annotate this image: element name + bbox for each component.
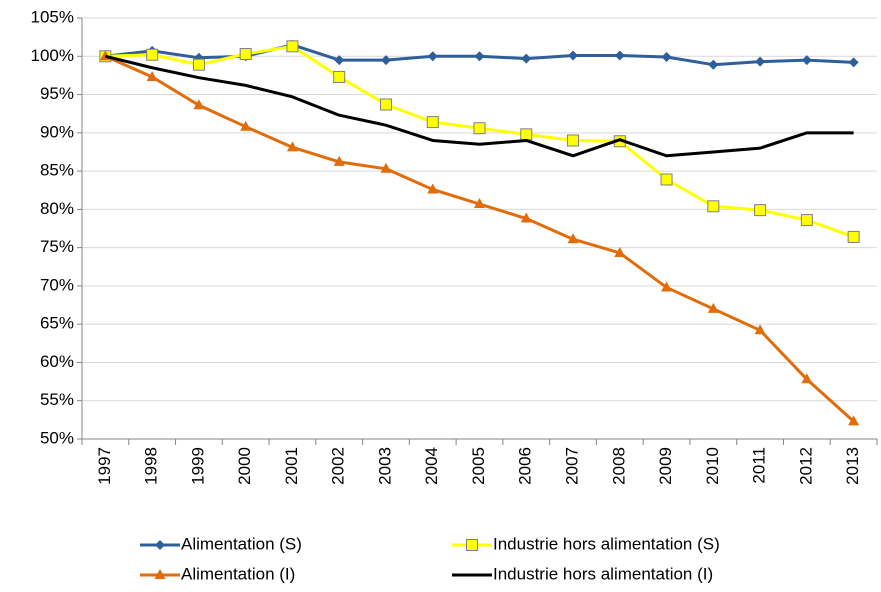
legend-item: Alimentation (S) [140, 534, 302, 553]
y-tick-label: 80% [40, 199, 74, 218]
marker [474, 51, 485, 62]
marker [333, 70, 346, 83]
legend-label: Industrie hors alimentation (S) [493, 534, 720, 553]
marker [379, 98, 392, 111]
marker [473, 122, 486, 135]
x-tick-label: 2011 [750, 447, 769, 484]
marker [847, 230, 860, 243]
marker [239, 47, 252, 60]
y-tick-label: 95% [40, 84, 74, 103]
x-tick-label: 2008 [609, 447, 628, 485]
marker [474, 198, 485, 209]
legend-item: Industrie hors alimentation (I) [452, 564, 713, 583]
marker [614, 50, 625, 61]
y-tick-label: 90% [40, 122, 74, 141]
marker [661, 281, 673, 292]
marker [192, 58, 205, 71]
legend-item: Industrie hors alimentation (S) [452, 534, 720, 553]
marker [427, 51, 438, 62]
y-tick-label: 60% [40, 352, 74, 371]
marker [240, 120, 252, 131]
marker [426, 116, 439, 129]
x-tick-label: 2013 [843, 447, 862, 485]
marker [333, 155, 345, 166]
marker [380, 55, 391, 66]
marker [568, 50, 579, 61]
marker [567, 233, 579, 244]
x-tick-label: 2004 [422, 447, 441, 485]
marker [708, 59, 719, 70]
x-tick-label: 2007 [563, 447, 582, 485]
marker [193, 99, 205, 110]
y-tick-label: 75% [40, 237, 74, 256]
y-tick-label: 85% [40, 161, 74, 180]
marker [567, 134, 580, 147]
y-tick-label: 105% [31, 7, 74, 26]
legend-item: Alimentation (I) [140, 564, 295, 583]
marker [800, 214, 813, 227]
marker [146, 70, 158, 81]
x-tick-label: 2009 [656, 447, 675, 485]
y-tick-label: 65% [40, 314, 74, 333]
marker [154, 569, 166, 579]
marker [286, 40, 299, 53]
marker [427, 183, 439, 194]
x-tick-label: 2000 [235, 447, 254, 485]
marker [848, 415, 860, 426]
marker [334, 55, 345, 66]
marker [614, 246, 626, 257]
marker [707, 302, 719, 313]
legend-label: Alimentation (S) [181, 534, 302, 553]
marker [754, 204, 767, 217]
marker [754, 324, 766, 335]
marker [520, 128, 533, 141]
x-tick-label: 2003 [375, 447, 394, 485]
x-tick-label: 2012 [796, 447, 815, 485]
marker [466, 539, 478, 551]
y-tick-label: 50% [40, 428, 74, 447]
marker [660, 173, 673, 186]
marker [801, 373, 813, 384]
series-line [105, 44, 855, 239]
marker [801, 55, 812, 66]
marker [380, 162, 392, 173]
marker [520, 212, 532, 223]
x-tick-label: 2005 [469, 447, 488, 485]
x-tick-label: 1998 [142, 447, 161, 485]
marker [286, 141, 298, 152]
x-tick-label: 2002 [329, 447, 348, 485]
series-line [105, 54, 854, 158]
series-line [104, 54, 855, 423]
y-tick-label: 55% [40, 390, 74, 409]
x-tick-label: 1997 [95, 447, 114, 485]
y-tick-label: 100% [31, 46, 74, 65]
marker [661, 52, 672, 63]
x-tick-label: 2006 [516, 447, 535, 485]
marker [848, 57, 859, 68]
marker [755, 56, 766, 67]
x-tick-label: 2001 [282, 447, 301, 485]
marker [146, 48, 159, 61]
legend-label: Alimentation (I) [181, 564, 295, 583]
legend-label: Industrie hors alimentation (I) [493, 564, 713, 583]
marker [707, 200, 720, 213]
marker [521, 53, 532, 64]
marker [155, 540, 165, 550]
x-tick-label: 1999 [188, 447, 207, 485]
x-tick-label: 2010 [703, 447, 722, 485]
y-tick-label: 70% [40, 275, 74, 294]
